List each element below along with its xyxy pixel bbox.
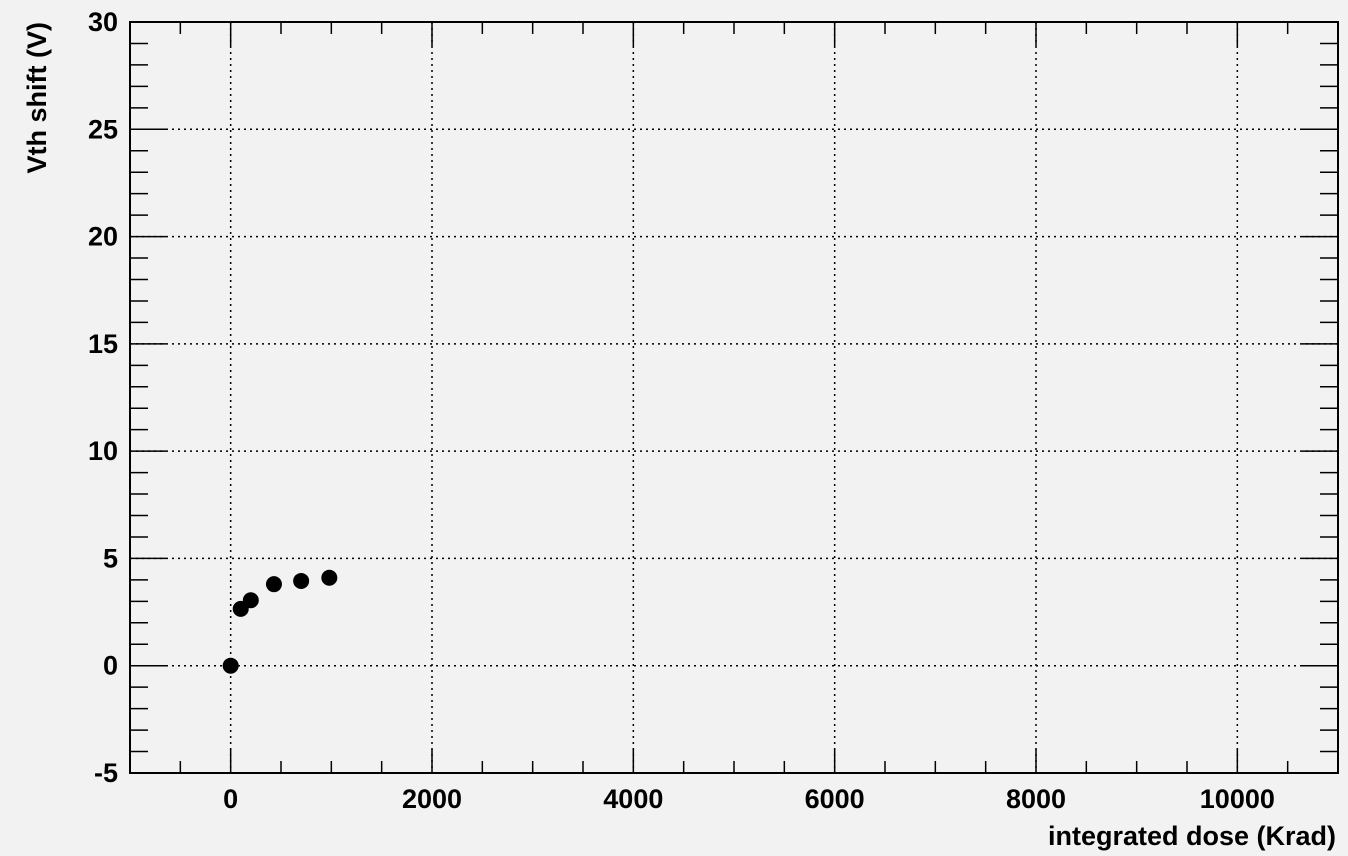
x-tick-label: 0 <box>223 784 238 814</box>
x-tick-label: 2000 <box>402 784 462 814</box>
y-tick-label: 10 <box>88 436 118 466</box>
y-axis-title: Vth shift (V) <box>22 22 52 173</box>
plot-frame <box>129 21 1339 774</box>
y-tick-label: 20 <box>88 222 118 252</box>
x-tick-label: 4000 <box>603 784 663 814</box>
x-tick-label: 10000 <box>1200 784 1275 814</box>
data-point <box>242 592 259 609</box>
tick-labels: 0 2000 4000 6000 8000 10000 -5 0 5 10 15 20 25 30 <box>88 7 1275 814</box>
y-tick-label: 5 <box>103 543 118 573</box>
grid <box>130 22 1338 773</box>
data-point <box>293 572 310 589</box>
y-tick-label: 15 <box>88 329 118 359</box>
data-point <box>321 569 338 586</box>
y-tick-label: -5 <box>94 758 118 788</box>
x-axis-title: integrated dose (Krad) <box>1048 821 1336 851</box>
data-point <box>222 657 239 674</box>
x-tick-label: 8000 <box>1006 784 1066 814</box>
y-tick-label: 30 <box>88 7 118 37</box>
x-tick-label: 6000 <box>805 784 865 814</box>
y-tick-label: 0 <box>103 651 118 681</box>
data-point <box>265 576 282 593</box>
y-tick-label: 25 <box>88 114 118 144</box>
data-points <box>222 569 338 674</box>
axis-ticks <box>130 21 1339 774</box>
